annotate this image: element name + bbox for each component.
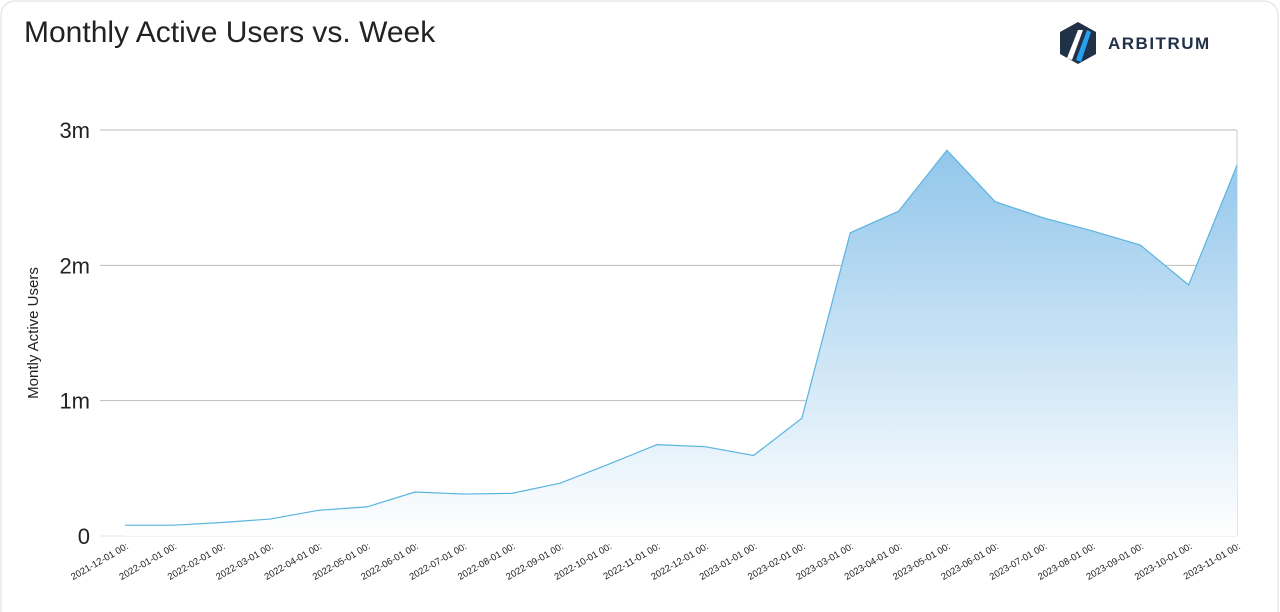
- y-axis-label: Montly Active Users: [25, 267, 42, 399]
- y-tick-label: 3m: [59, 118, 90, 143]
- line: [125, 149, 1238, 526]
- area: [125, 150, 1237, 537]
- y-tick-label: 2m: [59, 253, 90, 278]
- chart-title: Monthly Active Users vs. Week: [24, 16, 436, 49]
- logo: [1060, 22, 1096, 64]
- brand: ARBITRUM: [1108, 34, 1211, 53]
- y-tick-label: 0: [78, 524, 90, 549]
- y-tick-label: 1m: [59, 389, 90, 414]
